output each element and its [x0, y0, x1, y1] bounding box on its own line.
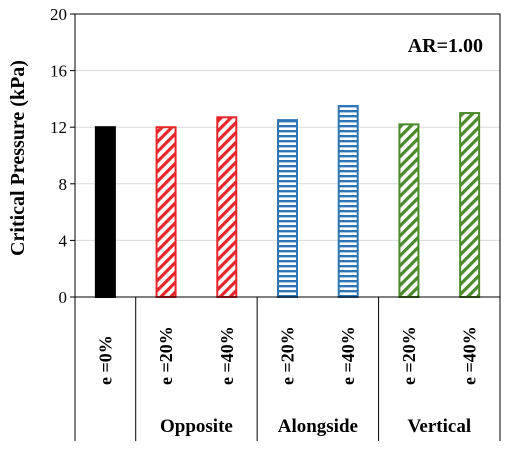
chart-annotation: AR=1.00: [408, 35, 483, 57]
y-tick-label: 20: [50, 5, 67, 24]
bar-5: [337, 104, 359, 298]
y-tick-labels: 0 4 8 12 16 20: [50, 5, 68, 307]
bars: [94, 104, 481, 299]
y-tick-label: 16: [50, 62, 67, 81]
group-label: Alongside: [278, 416, 358, 437]
bar-6: [398, 123, 420, 299]
bar-1: [94, 126, 116, 298]
bar-2: [155, 126, 177, 298]
category-label: e =20%: [399, 326, 419, 385]
group-label: Opposite: [160, 416, 233, 437]
category-label: e =20%: [156, 326, 176, 385]
category-label: e =20%: [278, 326, 298, 385]
y-tick-label: 0: [59, 288, 68, 307]
category-label: e =40%: [338, 326, 358, 385]
category-label: e =0%: [95, 335, 115, 385]
group-label: Vertical: [407, 416, 471, 437]
y-tick-label: 12: [50, 118, 67, 137]
bar-7: [459, 112, 481, 298]
axes: [74, 13, 501, 298]
bar-4: [277, 119, 298, 298]
category-label: e =40%: [217, 326, 237, 385]
y-tick-label: 4: [59, 231, 68, 250]
y-axis-label: Critical Pressure (kPa): [7, 60, 29, 256]
plot-frame: [74, 13, 501, 298]
category-table: Opposite Alongside Vertical e =0% e =20% e =4…: [74, 297, 501, 441]
bar-3: [216, 116, 238, 298]
y-tick-label: 8: [59, 175, 68, 194]
category-label: e =40%: [460, 326, 480, 385]
